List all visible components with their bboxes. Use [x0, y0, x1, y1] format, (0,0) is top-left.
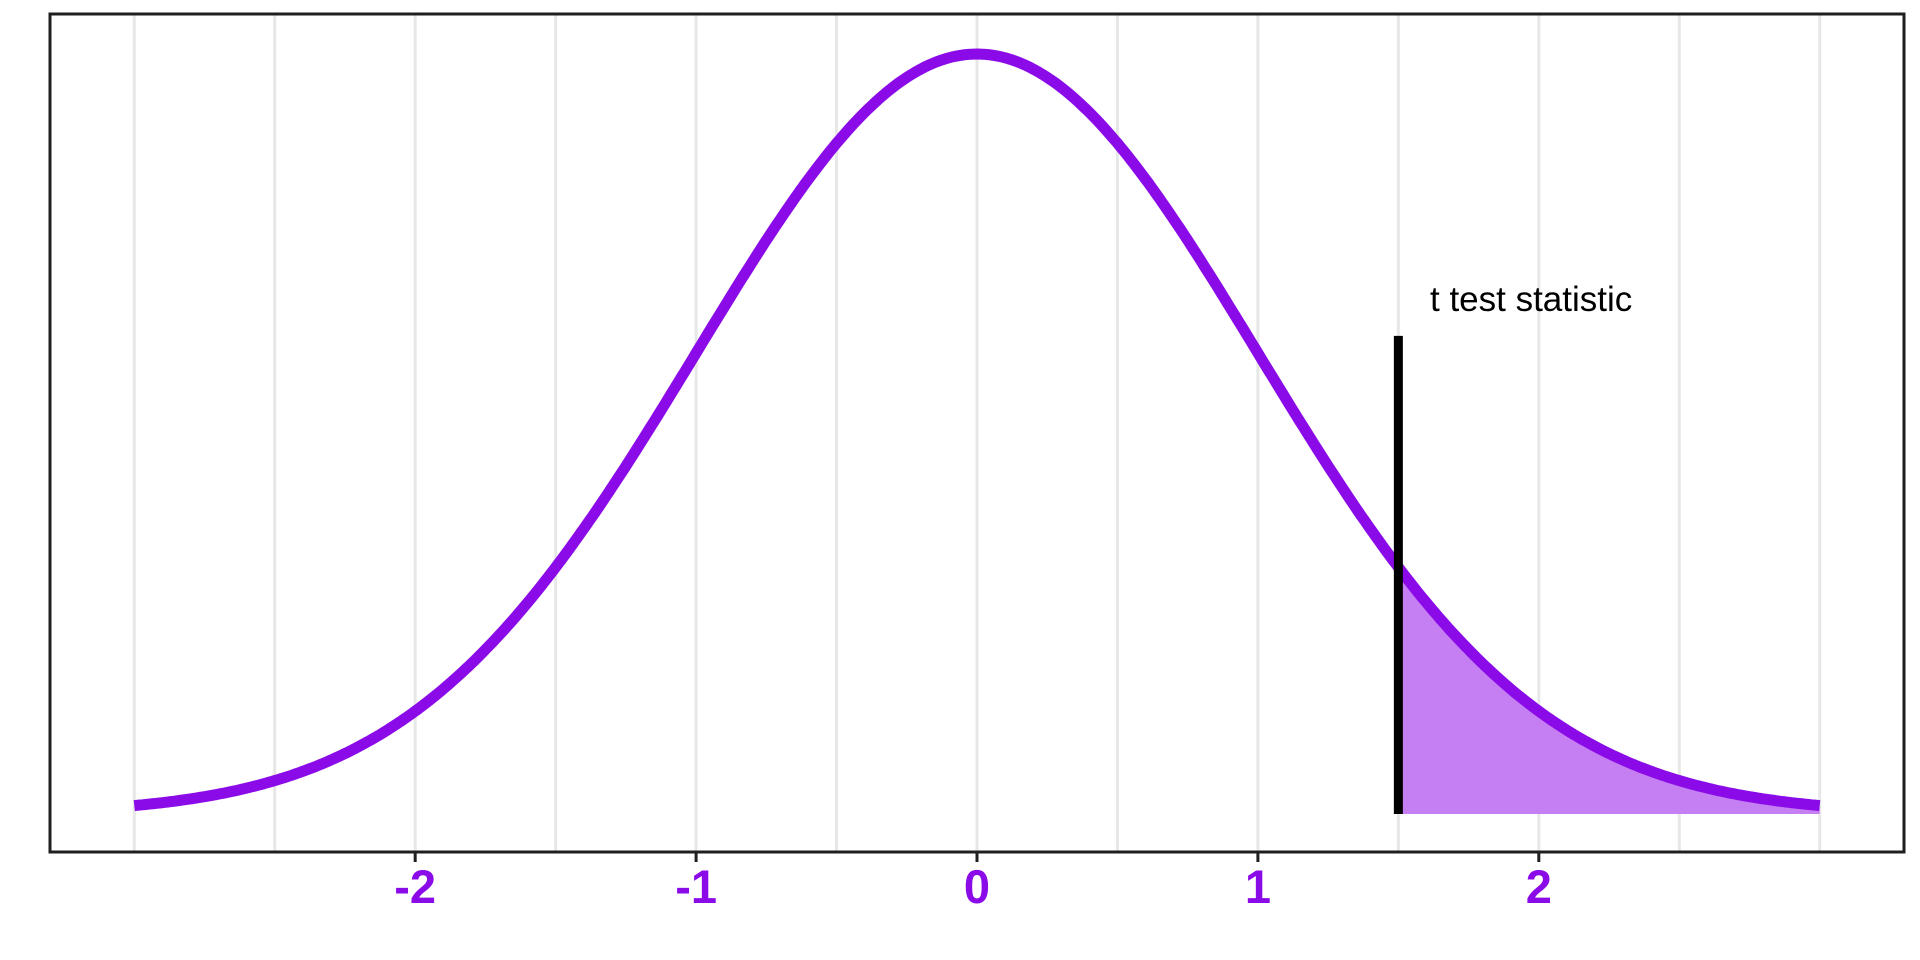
x-axis-tick-label--2: -2 — [394, 860, 436, 913]
x-axis-tick-label--1: -1 — [675, 860, 717, 913]
x-axis-tick-group — [413, 852, 1541, 862]
t-statistic-label: t test statistic — [1430, 280, 1632, 319]
shaded-tail-region — [1398, 567, 1820, 814]
x-axis-tick-label-1: 1 — [1245, 860, 1271, 913]
x-axis-tick-label-2: 2 — [1526, 860, 1552, 913]
x-axis-tick-label-group: -2 -1 0 1 2 — [394, 860, 1552, 913]
density-curve — [131, 48, 1823, 812]
x-axis-tick-label-0: 0 — [964, 860, 990, 913]
